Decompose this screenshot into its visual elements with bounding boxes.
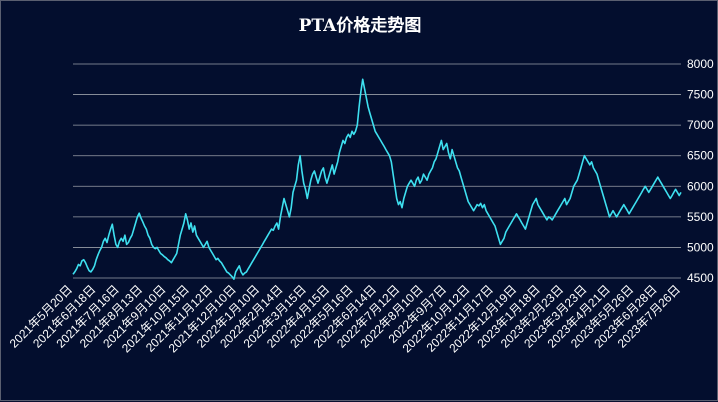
- chart-title: PTA价格走势图: [298, 16, 422, 36]
- y-tick-label: 6500: [687, 149, 714, 163]
- y-tick-label: 8000: [687, 57, 714, 71]
- y-tick-label: 5500: [687, 210, 714, 224]
- y-tick-label: 5000: [687, 240, 714, 254]
- y-tick-label: 7000: [687, 118, 714, 132]
- y-tick-label: 6000: [687, 179, 714, 193]
- y-tick-label: 7500: [687, 88, 714, 102]
- series-line: [72, 78, 682, 281]
- y-tick-label: 4500: [687, 271, 714, 285]
